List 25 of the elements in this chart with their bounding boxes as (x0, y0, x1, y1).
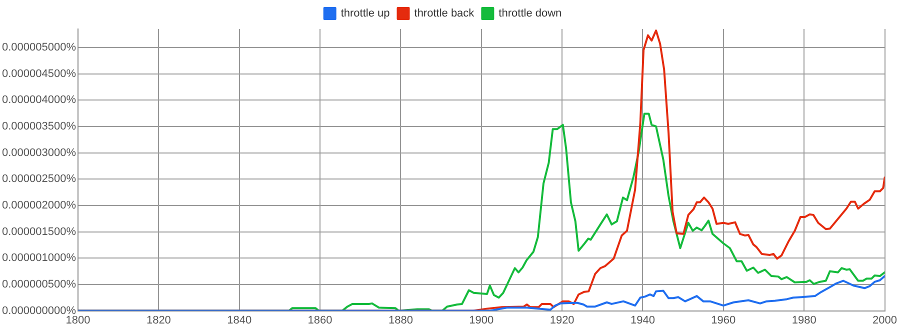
y-tick-label: 0.000000500% (2, 278, 76, 290)
x-tick-label: 1900 (469, 314, 494, 326)
legend-label: throttle back (414, 8, 475, 20)
x-tick-label: 1920 (550, 314, 574, 326)
x-tick-label: 2000 (872, 314, 898, 326)
y-tick-label: 0.000000000% (2, 304, 76, 317)
y-tick-label: 0.000005000% (2, 41, 76, 54)
x-tick-label: 1860 (308, 314, 332, 326)
legend-label: throttle down (498, 8, 562, 20)
x-tick-label: 1940 (630, 314, 655, 326)
y-tick-label: 0.000002000% (2, 199, 76, 212)
legend-label: throttle up (340, 8, 390, 20)
x-tick-label: 1800 (66, 314, 90, 326)
y-tick-label: 0.000001500% (2, 226, 76, 238)
x-tick-label: 1980 (792, 314, 816, 326)
y-tick-label: 0.000003000% (2, 146, 76, 159)
x-tick-label: 1820 (146, 314, 171, 326)
y-tick-label: 0.000002500% (2, 173, 76, 186)
y-tick-label: 0.000004000% (2, 94, 76, 106)
y-tick-label: 0.000003500% (2, 120, 76, 132)
x-tick-label: 1960 (711, 314, 736, 326)
y-tick-label: 0.000001000% (2, 252, 76, 264)
y-tick-label: 0.000004500% (2, 68, 76, 80)
x-tick-label: 1880 (388, 314, 413, 326)
x-tick-label: 1840 (227, 314, 252, 326)
